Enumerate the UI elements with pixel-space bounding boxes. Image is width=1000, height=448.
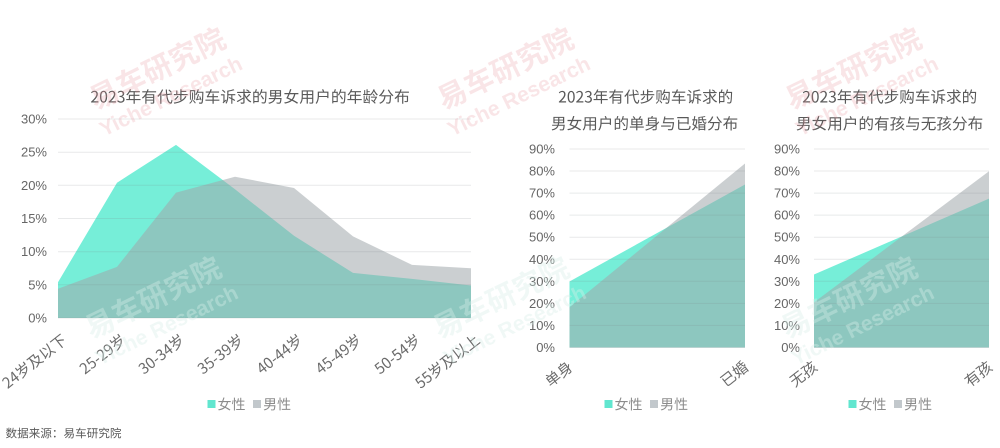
- svg-text:80%: 80%: [774, 164, 800, 179]
- svg-text:20%: 20%: [21, 178, 47, 193]
- svg-text:30%: 30%: [774, 274, 800, 289]
- svg-text:0%: 0%: [28, 311, 47, 326]
- svg-text:40%: 40%: [774, 252, 800, 267]
- svg-text:50%: 50%: [774, 230, 800, 245]
- svg-text:60%: 60%: [529, 208, 555, 223]
- svg-text:25%: 25%: [21, 145, 47, 160]
- svg-text:70%: 70%: [529, 186, 555, 201]
- svg-text:15%: 15%: [21, 211, 47, 226]
- svg-text:0%: 0%: [536, 340, 555, 355]
- svg-text:70%: 70%: [774, 186, 800, 201]
- svg-text:5%: 5%: [28, 277, 47, 292]
- svg-text:80%: 80%: [529, 164, 555, 179]
- svg-text:60%: 60%: [774, 208, 800, 223]
- svg-text:50%: 50%: [529, 230, 555, 245]
- svg-text:90%: 90%: [774, 141, 800, 156]
- svg-text:90%: 90%: [529, 141, 555, 156]
- svg-text:20%: 20%: [774, 296, 800, 311]
- svg-text:10%: 10%: [21, 244, 47, 259]
- svg-text:30%: 30%: [21, 112, 47, 127]
